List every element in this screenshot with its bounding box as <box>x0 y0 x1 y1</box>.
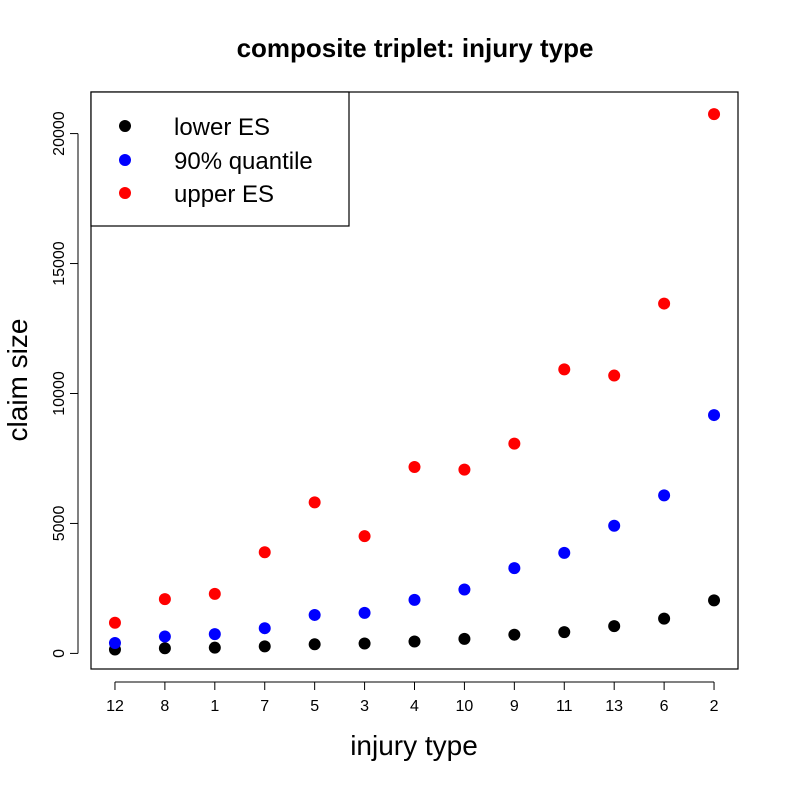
y-axis-label: claim size <box>2 319 33 442</box>
point-series-2 <box>408 461 421 474</box>
y-axis: 0 5000 10000 15000 20000 <box>51 111 79 658</box>
point-series-0 <box>558 626 571 639</box>
legend-label-90-quantile: 90% quantile <box>174 148 313 175</box>
point-series-0 <box>508 628 521 641</box>
x-tick-label: 13 <box>605 698 623 715</box>
x-tick-label: 5 <box>310 698 319 715</box>
point-series-0 <box>258 640 271 653</box>
point-series-1 <box>208 628 221 641</box>
point-series-0 <box>308 638 321 651</box>
point-series-1 <box>408 593 421 606</box>
x-tick-label: 6 <box>660 698 669 715</box>
x-tick-label: 12 <box>106 698 124 715</box>
y-tick-label: 5000 <box>51 506 68 542</box>
legend-label-upper-es: upper ES <box>174 181 274 208</box>
point-series-0 <box>358 637 371 650</box>
plot-frame <box>90 91 739 670</box>
point-series-1 <box>608 519 621 532</box>
point-series-2 <box>458 463 471 476</box>
legend-box <box>90 91 350 227</box>
y-tick-label: 15000 <box>51 241 68 286</box>
point-series-2 <box>708 108 721 121</box>
x-tick-label: 1 <box>210 698 219 715</box>
point-series-1 <box>258 622 271 635</box>
point-series-1 <box>358 606 371 619</box>
legend-label-lower-es: lower ES <box>174 114 270 141</box>
point-series-0 <box>458 632 471 645</box>
point-series-2 <box>508 437 521 450</box>
x-tick-label: 2 <box>710 698 719 715</box>
x-axis: 12 8 1 7 5 3 4 10 9 11 13 6 2 <box>106 681 719 715</box>
chart-title: composite triplet: injury type <box>237 33 594 63</box>
point-series-1 <box>158 630 171 643</box>
point-series-0 <box>158 642 171 655</box>
point-series-2 <box>308 496 321 509</box>
point-series-2 <box>108 616 121 629</box>
data-points <box>108 108 721 656</box>
point-series-2 <box>558 363 571 376</box>
point-series-1 <box>508 562 521 575</box>
x-tick-label: 4 <box>410 698 419 715</box>
x-axis-label: injury type <box>350 730 478 761</box>
point-series-0 <box>708 594 721 607</box>
point-series-2 <box>158 593 171 606</box>
legend: lower ES 90% quantile upper ES <box>90 91 350 227</box>
x-tick-label: 3 <box>360 698 369 715</box>
point-series-1 <box>658 489 671 502</box>
legend-marker-lower-es <box>119 120 131 132</box>
point-series-1 <box>458 583 471 596</box>
point-series-2 <box>658 297 671 310</box>
x-tick-label: 7 <box>260 698 269 715</box>
y-tick-label: 0 <box>51 649 68 658</box>
x-tick-label: 11 <box>556 698 573 715</box>
point-series-0 <box>408 635 421 648</box>
legend-marker-upper-es <box>119 187 131 199</box>
point-series-1 <box>108 637 121 650</box>
point-series-0 <box>658 612 671 625</box>
point-series-0 <box>208 641 221 654</box>
legend-marker-90-quantile <box>119 154 131 166</box>
point-series-2 <box>208 587 221 600</box>
point-series-0 <box>608 620 621 633</box>
point-series-2 <box>358 530 371 543</box>
point-series-2 <box>258 546 271 559</box>
point-series-1 <box>558 546 571 559</box>
y-tick-label: 10000 <box>51 371 68 416</box>
point-series-2 <box>608 369 621 382</box>
point-series-1 <box>708 409 721 422</box>
x-tick-label: 8 <box>160 698 169 715</box>
y-tick-label: 20000 <box>51 111 68 156</box>
x-tick-label: 10 <box>456 698 474 715</box>
point-series-1 <box>308 608 321 621</box>
x-tick-label: 9 <box>510 698 519 715</box>
